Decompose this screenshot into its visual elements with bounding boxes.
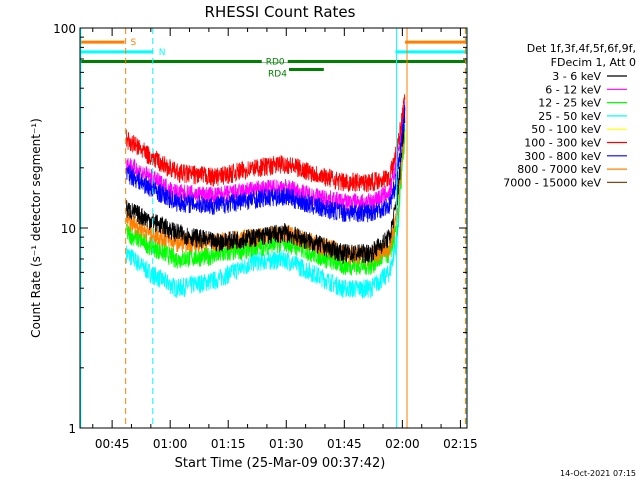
footer-timestamp: 14-Oct-2021 07:15 — [560, 469, 636, 478]
series-line-3-6-kev — [126, 115, 406, 265]
legend-label: 25 - 50 keV — [538, 110, 601, 123]
x-tick-label: 00:45 — [95, 437, 130, 451]
x-tick-label: 01:00 — [153, 437, 188, 451]
legend-label: 6 - 12 keV — [545, 83, 601, 96]
legend-label: 7000 - 15000 keV — [503, 176, 601, 189]
x-axis-label: Start Time (25-Mar-09 00:37:42) — [175, 456, 386, 471]
legend-label: 12 - 25 keV — [538, 97, 601, 110]
legend-label: 300 - 800 keV — [524, 150, 601, 163]
attenuator-label-n: N — [159, 48, 166, 58]
series-line-100-300-kev — [126, 94, 406, 193]
legend-label: 800 - 7000 keV — [517, 163, 601, 176]
legend-label: 50 - 100 keV — [531, 123, 601, 136]
x-tick-label: 01:30 — [269, 437, 304, 451]
x-axis-ticks: 00:45 01:00 01:15 01:30 01:45 02:00 02:15 — [92, 28, 478, 451]
y-axis-ticks: 1 10 100 — [53, 22, 467, 436]
x-tick-label: 02:00 — [385, 437, 420, 451]
series-line-300-800-kev — [126, 104, 406, 223]
legend-header: FDecim 1, Att 0 — [551, 56, 636, 69]
y-tick-label: 100 — [53, 22, 76, 36]
y-tick-label: 1 — [68, 422, 76, 436]
attenuator-label-rd0: RD0 — [266, 57, 285, 67]
attenuator-label-s: S — [131, 38, 137, 48]
attenuator-label-rd4: RD4 — [268, 70, 287, 80]
x-tick-label: 01:15 — [211, 437, 246, 451]
chart-title: RHESSI Count Rates — [205, 3, 356, 21]
x-tick-label: 01:45 — [327, 437, 362, 451]
x-tick-label: 02:15 — [443, 437, 478, 451]
rd0-label-bg — [261, 54, 288, 63]
y-axis-label: Count Rate (s⁻¹ detector segment⁻¹) — [29, 118, 43, 338]
legend: Det 1f,3f,4f,5f,6f,9f,FDecim 1, Att 03 -… — [503, 42, 636, 189]
legend-label: 100 - 300 keV — [524, 137, 601, 150]
series-layer — [126, 94, 406, 299]
legend-header: Det 1f,3f,4f,5f,6f,9f, — [527, 42, 636, 55]
legend-label: 3 - 6 keV — [552, 70, 601, 83]
y-tick-label: 10 — [61, 222, 76, 236]
series-line-25-50-kev — [126, 124, 406, 299]
